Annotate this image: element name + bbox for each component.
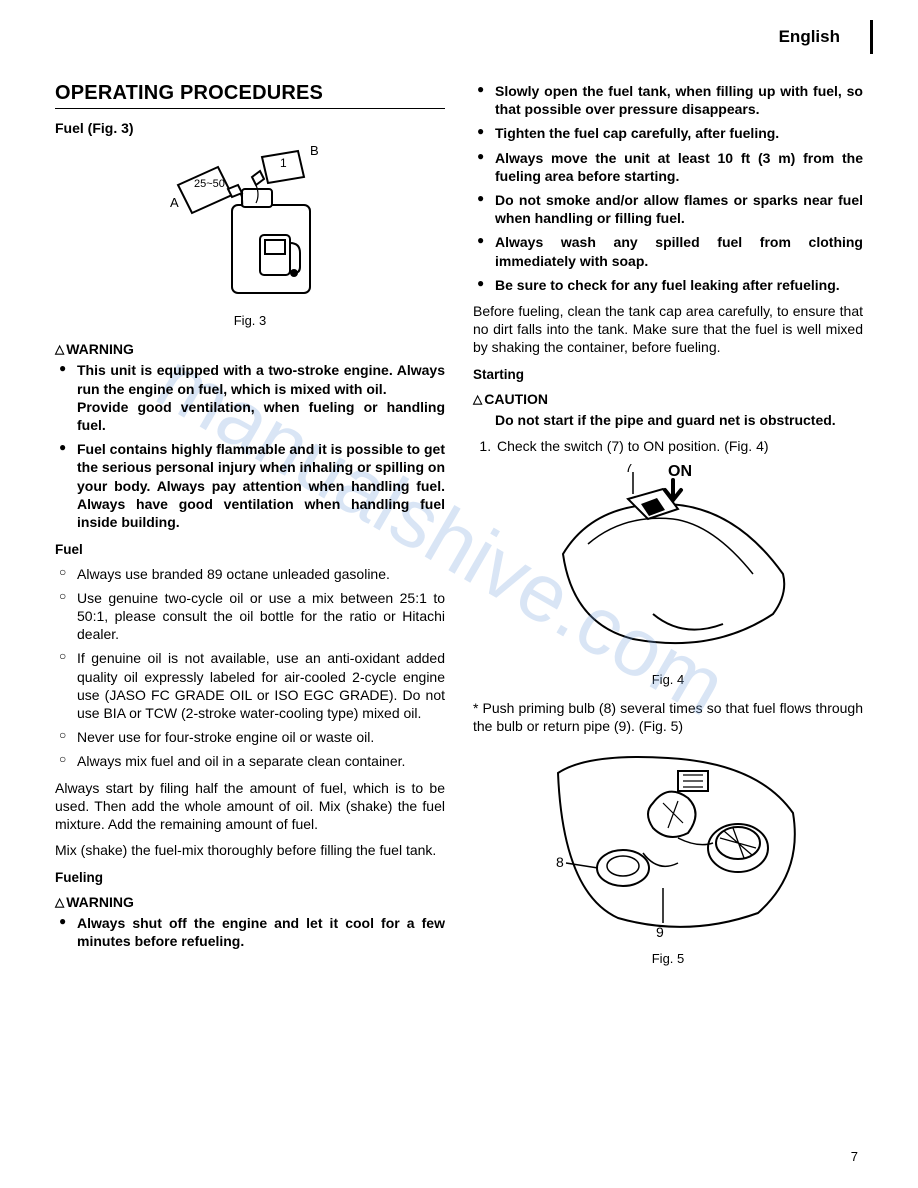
priming-text: * Push priming bulb (8) several times so… bbox=[473, 699, 863, 735]
priming-note: * Push priming bulb (8) several times so… bbox=[473, 699, 863, 735]
warning-icon: △ bbox=[55, 342, 64, 358]
fig3-svg: 25~50 A 1 B bbox=[150, 145, 350, 305]
list-item: Always shut off the engine and let it co… bbox=[77, 914, 445, 950]
fig4-caption: Fig. 4 bbox=[473, 672, 863, 689]
list-item: Do not smoke and/or allow flames or spar… bbox=[495, 191, 863, 227]
fig4-svg: 7 ON bbox=[533, 464, 803, 664]
warning2-list-right: Slowly open the fuel tank, when filling … bbox=[473, 82, 863, 294]
list-item: Be sure to check for any fuel leaking af… bbox=[495, 276, 863, 294]
list-item: This unit is equipped with a two-stroke … bbox=[77, 361, 445, 434]
fig5-eight-label: 8 bbox=[556, 854, 564, 870]
warning2-label: WARNING bbox=[66, 894, 134, 910]
fig5-caption: Fig. 5 bbox=[473, 951, 863, 968]
fuel-subhead: Fuel bbox=[55, 541, 445, 559]
fig3-caption: Fig. 3 bbox=[55, 313, 445, 330]
list-item: Never use for four-stroke engine oil or … bbox=[77, 728, 445, 746]
page: manualshive.com English OPERATING PROCED… bbox=[0, 0, 918, 1188]
fuel-para1: Always start by filing half the amount o… bbox=[55, 779, 445, 834]
warning2-list-left: Always shut off the engine and let it co… bbox=[55, 914, 445, 950]
warning1-heading: △WARNING bbox=[55, 340, 445, 358]
list-item: Slowly open the fuel tank, when filling … bbox=[495, 82, 863, 118]
starting-subhead: Starting bbox=[473, 366, 863, 384]
caution-heading: △CAUTION bbox=[473, 390, 863, 408]
list-item: Tighten the fuel cap carefully, after fu… bbox=[495, 124, 863, 142]
figure-3: 25~50 A 1 B Fig. 3 bbox=[55, 145, 445, 330]
list-item: Always use branded 89 octane unleaded ga… bbox=[77, 565, 445, 583]
caution-label: CAUTION bbox=[484, 391, 548, 407]
content-columns: OPERATING PROCEDURES Fuel (Fig. 3) bbox=[55, 80, 863, 978]
fuel-list: Always use branded 89 octane unleaded ga… bbox=[55, 565, 445, 771]
fueling-subhead: Fueling bbox=[55, 869, 445, 887]
list-item-sub: Provide good ventilation, when fueling o… bbox=[77, 398, 445, 434]
right-column: Slowly open the fuel tank, when filling … bbox=[473, 80, 863, 978]
fig4-on-label: ON bbox=[668, 464, 692, 480]
figure-5: 8 9 Fig. 5 bbox=[473, 743, 863, 968]
list-item: Fuel contains highly flammable and it is… bbox=[77, 440, 445, 531]
warning-icon: △ bbox=[55, 895, 64, 911]
list-item: Check the switch (7) to ON position. (Fi… bbox=[495, 437, 863, 455]
left-column: OPERATING PROCEDURES Fuel (Fig. 3) bbox=[55, 80, 445, 978]
fig3-one-label: 1 bbox=[280, 156, 287, 170]
warning2-heading: △WARNING bbox=[55, 893, 445, 911]
warning1-list: This unit is equipped with a two-stroke … bbox=[55, 361, 445, 531]
fig3-b-label: B bbox=[310, 145, 319, 158]
language-tab: English bbox=[765, 20, 873, 54]
list-item: Always wash any spilled fuel from clothi… bbox=[495, 233, 863, 269]
list-item: If genuine oil is not available, use an … bbox=[77, 649, 445, 722]
caution-icon: △ bbox=[473, 392, 482, 408]
fig3-ratio-label: 25~50 bbox=[194, 178, 225, 190]
figure-4: 7 ON Fig. 4 bbox=[473, 464, 863, 689]
page-number: 7 bbox=[851, 1149, 858, 1166]
list-item: Always move the unit at least 10 ft (3 m… bbox=[495, 149, 863, 185]
fig5-svg: 8 9 bbox=[528, 743, 808, 943]
before-fueling-para: Before fueling, clean the tank cap area … bbox=[473, 302, 863, 357]
fig4-seven-label: 7 bbox=[625, 464, 633, 475]
fuel-para2: Mix (shake) the fuel-mix thoroughly befo… bbox=[55, 841, 445, 859]
title-rule bbox=[55, 108, 445, 109]
fig5-nine-label: 9 bbox=[656, 924, 664, 940]
warning1-label: WARNING bbox=[66, 341, 134, 357]
fig3-a-label: A bbox=[170, 195, 179, 210]
list-item: Always mix fuel and oil in a separate cl… bbox=[77, 752, 445, 770]
list-item: Use genuine two-cycle oil or use a mix b… bbox=[77, 589, 445, 644]
steps-list: Check the switch (7) to ON position. (Fi… bbox=[473, 437, 863, 455]
caution-text: Do not start if the pipe and guard net i… bbox=[473, 411, 863, 429]
section-title: OPERATING PROCEDURES bbox=[55, 80, 445, 106]
fuel-fig-heading: Fuel (Fig. 3) bbox=[55, 119, 445, 137]
